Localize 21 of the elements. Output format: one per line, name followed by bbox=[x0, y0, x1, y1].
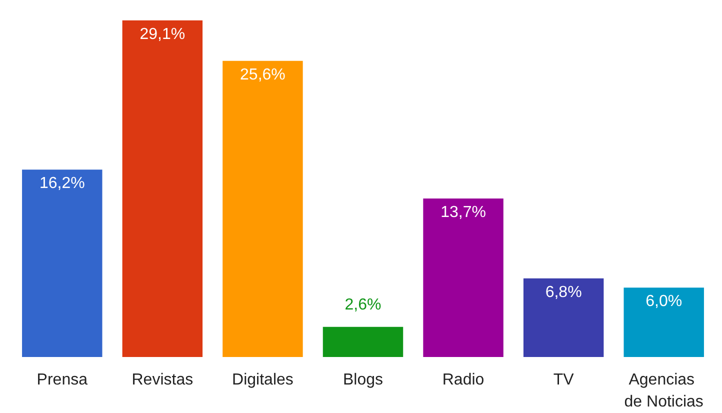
bar bbox=[423, 198, 504, 357]
x-tick-label: Radio bbox=[442, 372, 484, 388]
data-label: 6,0% bbox=[646, 293, 682, 310]
data-label: 25,6% bbox=[240, 66, 286, 84]
bar bbox=[222, 60, 303, 357]
data-label: 16,2% bbox=[39, 175, 85, 192]
data-label: 6,8% bbox=[545, 284, 582, 301]
data-label: 13,7% bbox=[440, 204, 486, 222]
bar bbox=[122, 20, 203, 357]
x-tick-label: Revistas bbox=[132, 372, 194, 388]
x-tick-label: Prensa bbox=[36, 372, 88, 388]
bar bbox=[322, 326, 404, 357]
data-label: 29,1% bbox=[140, 26, 186, 43]
x-tick-label: TV bbox=[553, 372, 574, 388]
bar bbox=[624, 288, 704, 357]
bar bbox=[523, 278, 604, 357]
x-tick-label: Blogs bbox=[342, 372, 384, 388]
x-tick-label: Agencias de Noticias bbox=[624, 372, 704, 410]
bar bbox=[22, 170, 102, 357]
data-label: 2,6% bbox=[344, 296, 382, 314]
x-tick-label: Digitales bbox=[232, 372, 294, 388]
